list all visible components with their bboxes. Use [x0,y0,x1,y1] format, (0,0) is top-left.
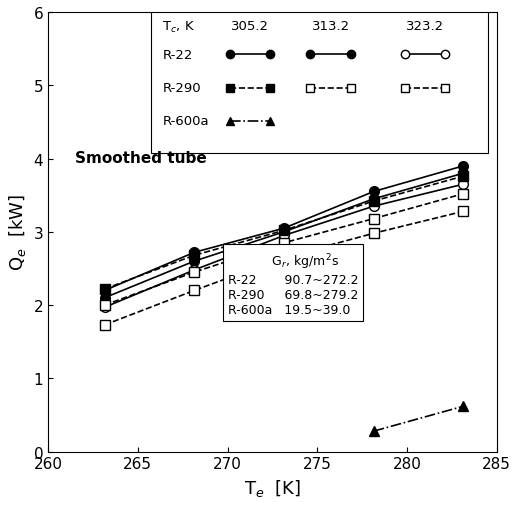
Text: G$_r$, kg/m$^2$s
R-22       90.7~272.2
R-290     69.8~279.2
R-600a   19.5~39.0: G$_r$, kg/m$^2$s R-22 90.7~272.2 R-290 6… [227,252,358,317]
FancyBboxPatch shape [151,13,487,154]
X-axis label: T$_e$  [K]: T$_e$ [K] [244,477,301,498]
Y-axis label: Q$_e$  [kW]: Q$_e$ [kW] [7,194,28,271]
Text: R-290: R-290 [163,82,201,95]
Text: 323.2: 323.2 [406,20,444,32]
Text: T$_c$, K: T$_c$, K [163,20,195,34]
Text: 313.2: 313.2 [312,20,350,32]
Text: R-22: R-22 [163,48,193,62]
Text: Smoothed tube: Smoothed tube [75,151,207,166]
Text: R-600a: R-600a [163,115,209,128]
Text: 305.2: 305.2 [231,20,269,32]
